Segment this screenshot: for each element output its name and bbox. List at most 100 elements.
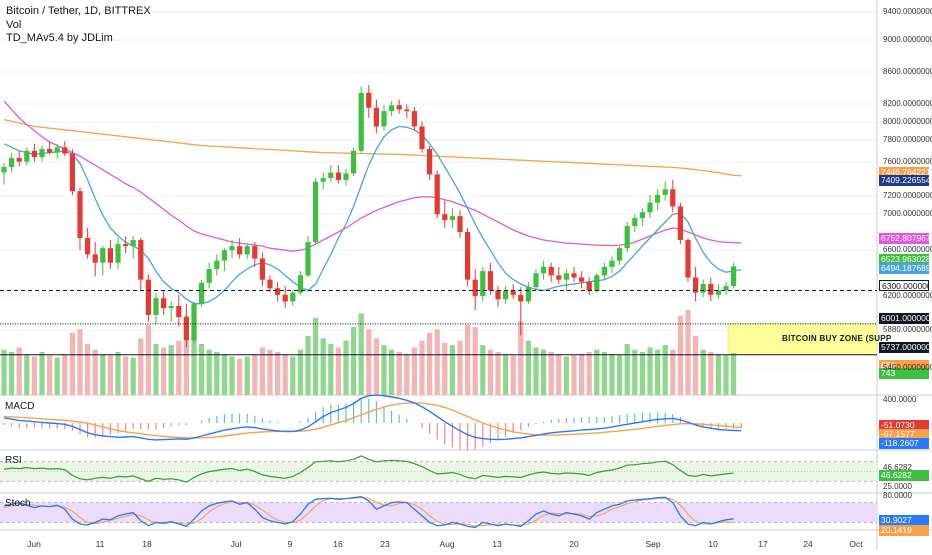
volume-bar (427, 332, 433, 395)
volume-bar (229, 356, 235, 395)
volume-bar (100, 354, 106, 395)
volume-bar (275, 351, 281, 395)
volume-bar (434, 329, 440, 395)
time-axis-tick: Jun (27, 539, 41, 549)
volume-bar (237, 358, 243, 395)
candle-body (670, 189, 676, 207)
volume-bar (77, 329, 83, 395)
volume-bar (487, 349, 493, 395)
stoch-d-line (3, 497, 734, 527)
volume-bar (480, 345, 486, 395)
ma-short-line (3, 125, 742, 305)
rsi-value-tag: 46.6282 (879, 470, 929, 481)
candle-body (693, 277, 699, 293)
price-tag: 6001.00000000 (879, 313, 929, 324)
candle-body (343, 173, 349, 180)
volume-bar (571, 355, 577, 395)
candle-body (465, 231, 471, 280)
candle-body (503, 290, 509, 300)
volume-bar (503, 354, 509, 395)
rsi-line (3, 455, 734, 483)
volume-bar (138, 338, 144, 395)
volume-bar (518, 321, 524, 395)
candle-body (259, 258, 265, 280)
price-tag: 6300.00000000 (879, 280, 929, 291)
time-axis-tick: 18 (142, 539, 152, 549)
stoch-band (0, 502, 877, 523)
volume-bar (69, 332, 75, 395)
volume-bar (556, 354, 562, 395)
macd-line (3, 394, 742, 441)
candle-body (495, 290, 501, 300)
time-axis-tick: 16 (333, 539, 343, 549)
volume-bar (617, 355, 623, 395)
volume-bar (62, 354, 68, 395)
price-axis-tick: 8000.00000000 (883, 117, 932, 126)
candle-body (107, 248, 113, 263)
stoch-k-line (3, 496, 734, 529)
macd-value-tag: -118.2607 (879, 438, 929, 449)
candle-body (708, 283, 714, 295)
volume-bar (107, 355, 113, 395)
rsi-pane-label[interactable]: RSI (5, 455, 22, 466)
indicator-axis-tick: 400.0000 (883, 395, 917, 404)
volume-bar (495, 351, 501, 395)
candle-body (54, 147, 60, 153)
candle-body (510, 290, 516, 295)
candle-body (313, 181, 319, 243)
price-tag: 864 (879, 360, 929, 371)
candle-body (31, 150, 37, 158)
price-axis-tick: 6200.00000000 (883, 291, 932, 300)
candle-body (457, 216, 463, 232)
time-axis-tick: 17 (758, 539, 768, 549)
volume-legend[interactable]: Vol (6, 19, 22, 31)
volume-bar (92, 349, 98, 395)
volume-bar (541, 349, 547, 395)
volume-bar (647, 347, 653, 395)
volume-bar (85, 344, 91, 395)
buy-zone-rect (727, 323, 878, 356)
volume-bar (183, 315, 189, 395)
stoch-value-tag: 20.1419 (879, 525, 929, 536)
volume-bar (411, 347, 417, 395)
candle-body (77, 191, 83, 239)
volume-layer (1, 310, 737, 395)
volume-bar (457, 340, 463, 395)
buy-zone-label: BITCOIN BUY ZONE (SUPP (782, 334, 892, 343)
volume-bar (335, 347, 341, 395)
candle-body (617, 248, 623, 261)
price-axis-tick: 9000.00000000 (883, 35, 932, 44)
volume-bar (305, 336, 311, 395)
volume-bar (662, 345, 668, 395)
candle-body (662, 189, 668, 195)
macd-pane-label[interactable]: MACD (5, 401, 35, 412)
volume-bar (579, 354, 585, 395)
indicator-axis-tick: 80.0000 (883, 491, 912, 500)
candle-body (685, 240, 691, 278)
time-axis-tick: 10 (708, 539, 718, 549)
candle-body (609, 260, 615, 267)
volume-bar (693, 336, 699, 395)
stoch-pane-label[interactable]: Stoch (5, 498, 31, 509)
price-axis-tick: 6600.00000000 (883, 245, 932, 254)
time-axis-tick: 9 (287, 539, 293, 549)
plot-background (0, 0, 877, 550)
candle-body (480, 271, 486, 296)
volume-bar (358, 313, 364, 395)
candle-body (168, 305, 174, 309)
time-axis-tick: Oct (849, 539, 863, 549)
indicator-legend[interactable]: TD_MAv5.4 by JDLim (6, 32, 113, 44)
candle-body (214, 260, 220, 269)
volume-bar (290, 356, 296, 395)
volume-bar (16, 347, 22, 395)
macd-signal-line (3, 402, 742, 439)
ma-mid-line (3, 100, 742, 252)
symbol-title[interactable]: Bitcoin / Tether, 1D, BITTREX (6, 5, 151, 17)
candle-body (548, 266, 554, 276)
candle-body (381, 111, 387, 127)
volume-bar (700, 349, 706, 395)
volume-bar (624, 344, 630, 395)
volume-bar (723, 355, 729, 395)
volume-bar (297, 349, 303, 395)
candle-body (358, 92, 364, 151)
